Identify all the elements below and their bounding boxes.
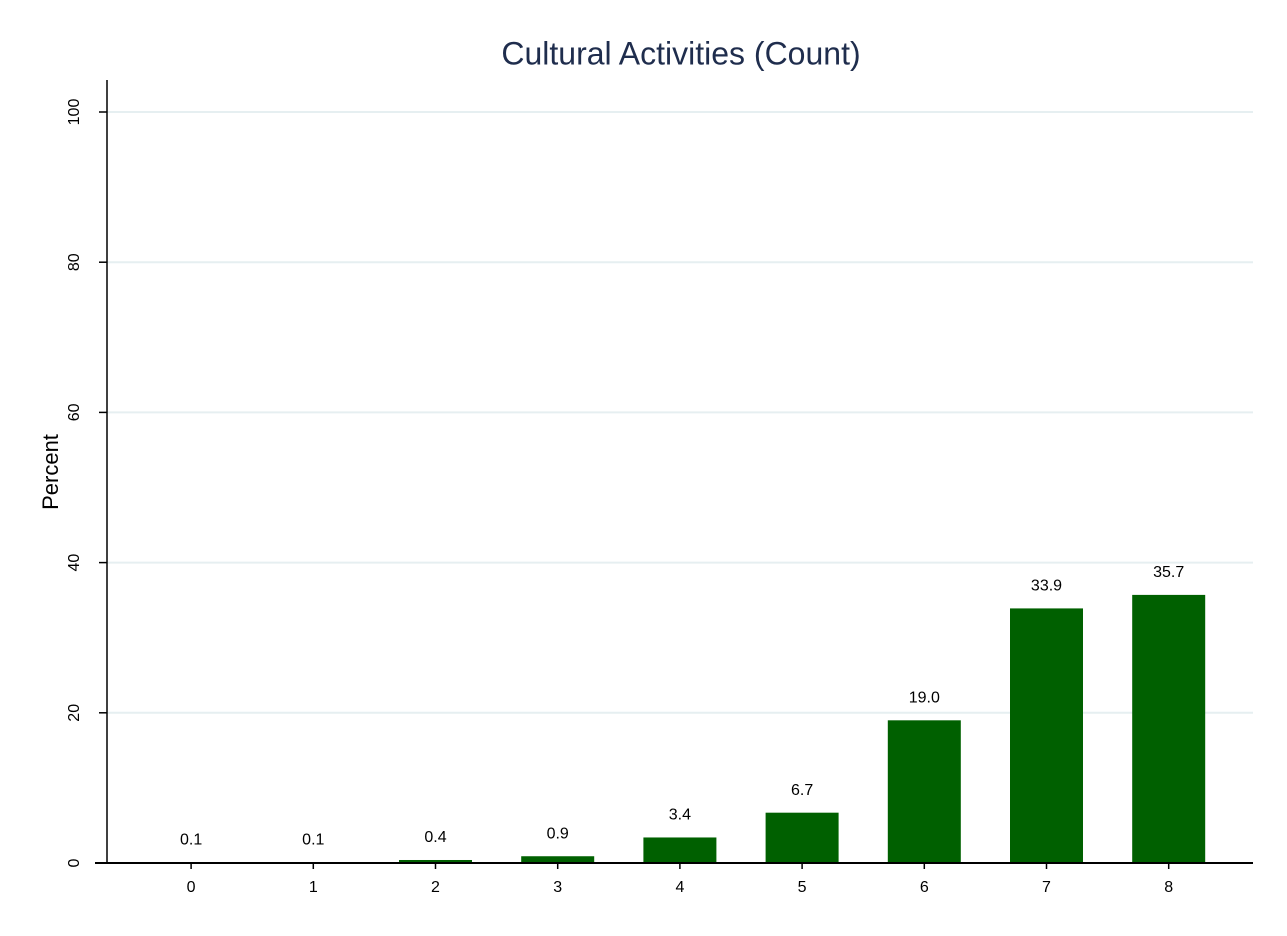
data-label: 0.9 (547, 825, 569, 842)
data-label: 19.0 (909, 690, 940, 707)
y-tick-label: 60 (66, 403, 83, 421)
y-axis-title: Percent (38, 434, 63, 510)
y-tick-label: 100 (66, 99, 83, 126)
x-tick-label: 5 (798, 879, 807, 896)
x-tick-label: 4 (675, 879, 684, 896)
x-tick-label: 2 (431, 879, 440, 896)
bar (521, 856, 595, 863)
data-label: 35.7 (1153, 564, 1184, 581)
bar (887, 720, 961, 863)
y-tick-label: 40 (66, 554, 83, 572)
x-tick-label: 7 (1042, 879, 1051, 896)
chart-title: Cultural Activities (Count) (501, 35, 860, 71)
data-label: 0.1 (180, 831, 202, 848)
x-tick-label: 8 (1164, 879, 1173, 896)
data-label: 6.7 (791, 782, 813, 799)
x-tick-label: 0 (187, 879, 196, 896)
data-label: 0.1 (302, 831, 324, 848)
y-tick-label: 0 (66, 858, 83, 867)
bar (1010, 608, 1083, 863)
x-tick-label: 6 (920, 879, 929, 896)
bar (643, 837, 717, 863)
data-label: 3.4 (669, 807, 691, 824)
x-tick-label: 1 (309, 879, 318, 896)
bar (765, 812, 839, 863)
y-tick-label: 80 (66, 253, 83, 271)
bar (399, 859, 472, 863)
data-label: 33.9 (1031, 578, 1062, 595)
x-tick-label: 3 (553, 879, 562, 896)
bar (1132, 594, 1206, 863)
y-tick-label: 20 (66, 704, 83, 722)
data-label: 0.4 (424, 829, 446, 846)
